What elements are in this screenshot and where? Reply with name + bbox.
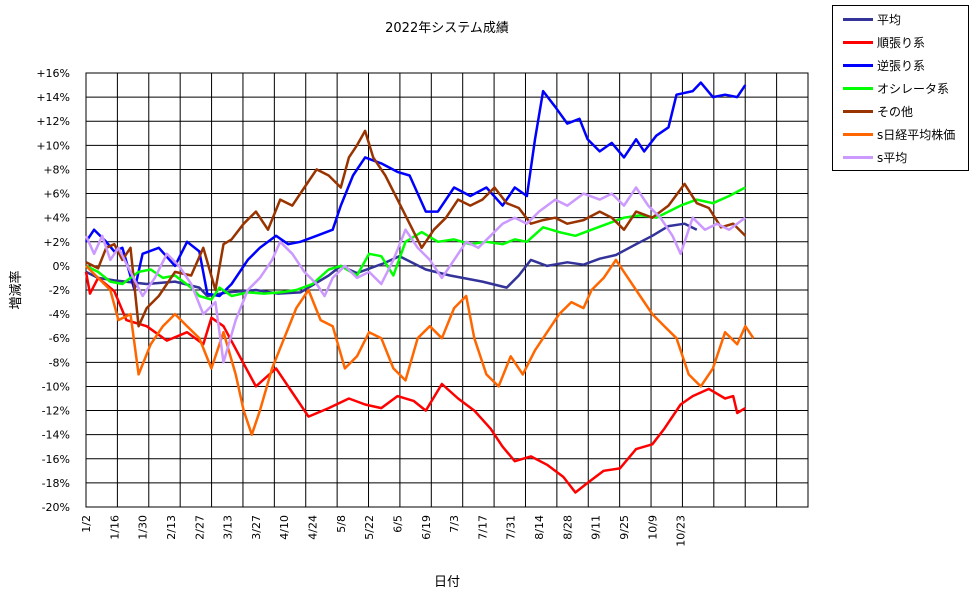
y-tick-label: +10% bbox=[36, 139, 70, 152]
y-tick-label: -4% bbox=[49, 308, 70, 321]
x-tick-label: 4/10 bbox=[278, 515, 291, 540]
x-axis-label: 日付 bbox=[434, 575, 460, 590]
y-tick-label: -8% bbox=[49, 356, 70, 369]
x-tick-label: 1/30 bbox=[137, 515, 150, 540]
legend-label: その他 bbox=[877, 105, 914, 119]
legend-item: 逆張り系 bbox=[839, 56, 967, 74]
legend-swatch bbox=[843, 156, 873, 159]
y-tick-label: -6% bbox=[49, 332, 70, 345]
y-tick-label: +4% bbox=[43, 212, 70, 225]
x-tick-label: 8/28 bbox=[561, 515, 574, 540]
x-tick-label: 10/23 bbox=[675, 515, 688, 547]
x-tick-label: 7/3 bbox=[448, 515, 461, 533]
y-tick-label: +2% bbox=[43, 236, 70, 249]
legend-label: 平均 bbox=[877, 13, 902, 27]
x-tick-label: 3/27 bbox=[250, 515, 263, 540]
legend-label: オシレータ系 bbox=[877, 82, 950, 96]
x-tick-label: 6/5 bbox=[391, 515, 404, 533]
legend-item: s平均 bbox=[839, 148, 967, 166]
x-tick-label: 9/25 bbox=[618, 515, 631, 540]
y-axis-ticks: +16% +14% +12% +10% +8% +6% +4% +2% 0% -2% -4% -6% -… bbox=[36, 67, 70, 514]
legend-label: 順張り系 bbox=[877, 36, 926, 50]
y-tick-label: -20% bbox=[42, 501, 70, 514]
legend-item: その他 bbox=[839, 102, 967, 120]
y-axis-label: 増減率 bbox=[8, 270, 24, 309]
chart-title: 2022年システム成績 bbox=[385, 21, 509, 36]
x-tick-label: 2/13 bbox=[165, 515, 178, 540]
x-tick-label: 7/31 bbox=[505, 515, 518, 540]
legend-item: s日経平均株価 bbox=[839, 125, 967, 143]
x-tick-label: 1/16 bbox=[108, 515, 121, 540]
y-tick-label: -14% bbox=[42, 429, 70, 442]
legend-swatch bbox=[843, 110, 873, 113]
legend-swatch bbox=[843, 133, 873, 136]
x-tick-label: 10/9 bbox=[646, 515, 659, 540]
series-line-4 bbox=[85, 129, 747, 328]
x-tick-label: 9/11 bbox=[590, 515, 603, 540]
series-line-1 bbox=[84, 271, 746, 494]
legend-swatch bbox=[843, 87, 873, 90]
y-tick-label: +12% bbox=[36, 115, 70, 128]
y-tick-label: -18% bbox=[42, 477, 70, 490]
y-tick-label: 0% bbox=[53, 260, 70, 273]
x-tick-label: 6/19 bbox=[420, 515, 433, 540]
y-tick-label: -12% bbox=[42, 405, 70, 418]
x-tick-label: 3/13 bbox=[222, 515, 235, 540]
series-line-5 bbox=[85, 258, 755, 436]
x-tick-label: 7/17 bbox=[476, 515, 489, 540]
y-tick-label: -2% bbox=[49, 284, 70, 297]
legend-item: 順張り系 bbox=[839, 33, 967, 51]
y-tick-label: +6% bbox=[43, 188, 70, 201]
x-tick-label: 2/27 bbox=[193, 515, 206, 540]
legend-swatch bbox=[843, 18, 873, 21]
series-line-3 bbox=[85, 186, 746, 301]
legend-swatch bbox=[843, 41, 873, 44]
y-tick-label: +14% bbox=[36, 91, 70, 104]
x-axis-ticks: 1/2 1/16 1/30 2/13 2/27 3/13 3/27 4/10 4/24 5/8 5/… bbox=[80, 515, 688, 547]
series-line-6 bbox=[84, 186, 747, 364]
x-tick-label: 5/8 bbox=[335, 515, 348, 533]
x-tick-label: 5/22 bbox=[363, 515, 376, 540]
legend: 平均順張り系逆張り系オシレータ系 その他 s日経平均株価 s平均 bbox=[832, 5, 969, 171]
y-tick-label: -10% bbox=[42, 380, 70, 393]
y-tick-label: -16% bbox=[42, 453, 70, 466]
series-line-2 bbox=[84, 81, 747, 298]
legend-label: s平均 bbox=[877, 151, 908, 165]
x-tick-label: 4/24 bbox=[307, 515, 320, 540]
x-tick-label: 8/14 bbox=[533, 515, 546, 540]
series-lines bbox=[84, 81, 755, 494]
legend-label: 逆張り系 bbox=[877, 59, 926, 73]
y-tick-label: +8% bbox=[43, 163, 70, 176]
legend-item: 平均 bbox=[839, 10, 967, 28]
legend-item: オシレータ系 bbox=[839, 79, 967, 97]
series-line-0 bbox=[85, 222, 698, 298]
x-tick-label: 1/2 bbox=[80, 515, 93, 533]
legend-swatch bbox=[843, 64, 873, 67]
legend-label: s日経平均株価 bbox=[877, 128, 956, 142]
y-tick-label: +16% bbox=[36, 67, 70, 80]
